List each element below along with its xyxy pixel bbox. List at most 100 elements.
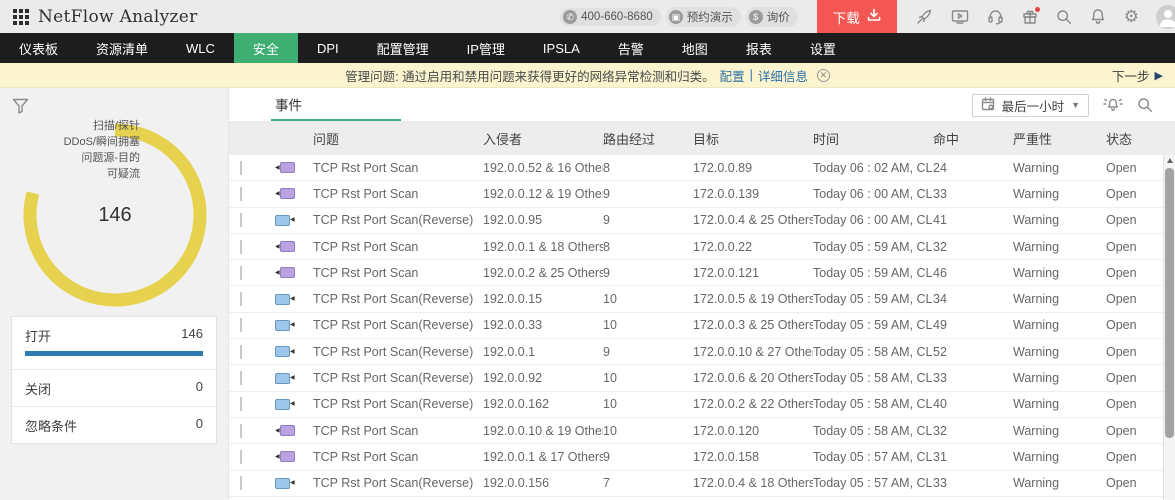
row-checkbox[interactable] bbox=[240, 371, 242, 386]
nav-item[interactable]: IPSLA bbox=[542, 40, 580, 56]
col-routed[interactable]: 路由经过 bbox=[603, 132, 656, 147]
intruder-cell[interactable]: 192.0.0.1 bbox=[483, 344, 536, 359]
problem-cell[interactable]: TCP Rst Port Scan(Reverse) bbox=[313, 371, 474, 386]
col-status[interactable]: 状态 bbox=[1106, 132, 1133, 147]
col-intruder[interactable]: 入侵者 bbox=[483, 132, 523, 147]
configure-link[interactable]: 配置 bbox=[719, 69, 745, 84]
problem-cell[interactable]: TCP Rst Port Scan(Reverse) bbox=[313, 344, 474, 359]
problem-cell[interactable]: TCP Rst Port Scan(Reverse) bbox=[313, 213, 474, 228]
nav-item[interactable]: DPI bbox=[316, 40, 339, 56]
target-cell[interactable]: 172.0.0.4 & 25 Others bbox=[693, 213, 813, 228]
tab-events[interactable]: 事件 bbox=[271, 88, 401, 121]
download-button[interactable]: 下载 bbox=[816, 0, 897, 33]
row-checkbox[interactable] bbox=[240, 186, 242, 201]
intruder-cell[interactable]: 192.0.0.10 & 19 Others bbox=[483, 423, 603, 438]
phone-contact[interactable]: ✆ 400-660-8680 bbox=[560, 7, 661, 26]
intruder-cell[interactable]: 192.0.0.1 & 18 Others bbox=[483, 239, 603, 254]
target-cell[interactable]: 172.0.0.4 & 18 Others bbox=[693, 476, 813, 491]
event-row[interactable]: ◀ TCP Rst Port Scan(Reverse) 192.0.0.156… bbox=[229, 470, 1175, 497]
event-row[interactable]: ◀ TCP Rst Port Scan(Reverse) 192.0.0.162… bbox=[229, 391, 1175, 418]
col-target[interactable]: 目标 bbox=[693, 132, 720, 147]
nav-item[interactable]: 报表 bbox=[745, 41, 772, 57]
whats-new-rocket-icon[interactable] bbox=[916, 8, 933, 25]
problem-cell[interactable]: TCP Rst Port Scan bbox=[313, 186, 419, 201]
problem-cell[interactable]: TCP Rst Port Scan bbox=[313, 449, 419, 464]
legend-item[interactable]: DDoS/瞬间拥塞 bbox=[63, 136, 140, 148]
scrollbar-thumb[interactable] bbox=[1165, 168, 1174, 438]
nav-item[interactable]: 告警 bbox=[617, 41, 644, 57]
filter-funnel-icon[interactable] bbox=[12, 98, 29, 119]
problem-cell[interactable]: TCP Rst Port Scan bbox=[313, 423, 419, 438]
next-step-button[interactable]: 下一步 ▶ bbox=[1112, 69, 1163, 84]
row-checkbox[interactable] bbox=[240, 213, 242, 228]
col-time[interactable]: 时间 bbox=[813, 132, 840, 147]
nav-item[interactable]: 设置 bbox=[809, 41, 836, 57]
intruder-cell[interactable]: 192.0.0.156 bbox=[483, 476, 550, 491]
nav-item[interactable]: 地图 bbox=[681, 41, 708, 57]
details-link[interactable]: 详细信息 bbox=[757, 69, 808, 84]
problem-cell[interactable]: TCP Rst Port Scan bbox=[313, 265, 419, 280]
row-checkbox[interactable] bbox=[240, 292, 242, 307]
event-row[interactable]: ◀ TCP Rst Port Scan(Reverse) 192.0.0.95 … bbox=[229, 207, 1175, 234]
vertical-scrollbar[interactable] bbox=[1163, 155, 1175, 500]
row-checkbox[interactable] bbox=[240, 423, 242, 438]
event-row[interactable]: ◀ TCP Rst Port Scan 192.0.0.12 & 19 Othe… bbox=[229, 181, 1175, 208]
support-headset-icon[interactable] bbox=[987, 9, 1004, 25]
intruder-cell[interactable]: 192.0.0.162 bbox=[483, 397, 550, 412]
settings-gear-icon[interactable]: ⚙ bbox=[1123, 7, 1139, 26]
row-checkbox[interactable] bbox=[240, 318, 242, 333]
event-row[interactable]: ◀ TCP Rst Port Scan 192.0.0.10 & 19 Othe… bbox=[229, 417, 1175, 445]
notice-close-icon[interactable]: ✕ bbox=[816, 68, 830, 82]
legend-item[interactable]: 可疑流 bbox=[107, 168, 140, 180]
time-range-dropdown[interactable]: 最后一小时 ▼ bbox=[971, 93, 1089, 117]
event-row[interactable]: ◀ TCP Rst Port Scan(Reverse) 192.0.0.33 … bbox=[229, 312, 1175, 340]
status-summary-row[interactable]: 打开 146 bbox=[12, 317, 216, 370]
status-summary-row[interactable]: 忽略条件 0 bbox=[12, 407, 216, 443]
problem-cell[interactable]: TCP Rst Port Scan(Reverse) bbox=[313, 292, 474, 307]
row-checkbox[interactable] bbox=[240, 476, 242, 491]
event-row[interactable]: ◀ TCP Rst Port Scan 192.0.0.1 & 17 Other… bbox=[229, 444, 1175, 471]
row-checkbox[interactable] bbox=[240, 344, 242, 359]
nav-item[interactable]: 配置管理 bbox=[376, 41, 429, 57]
event-row[interactable]: ◀ TCP Rst Port Scan 192.0.0.1 & 18 Other… bbox=[229, 233, 1175, 261]
problem-cell[interactable]: TCP Rst Port Scan(Reverse) bbox=[313, 318, 474, 333]
event-row[interactable]: ◀ TCP Rst Port Scan(Reverse) 192.0.0.92 … bbox=[229, 365, 1175, 392]
scroll-up-arrow[interactable] bbox=[1167, 158, 1173, 163]
event-row[interactable]: ◀ TCP Rst Port Scan 192.0.0.52 & 16 Othe… bbox=[229, 155, 1175, 182]
nav-item[interactable]: 安全 bbox=[233, 33, 298, 63]
col-hits[interactable]: 命中 bbox=[933, 132, 960, 147]
nav-item[interactable]: 资源清单 bbox=[96, 41, 149, 57]
problem-cell[interactable]: TCP Rst Port Scan(Reverse) bbox=[313, 476, 474, 491]
nav-item[interactable]: WLC bbox=[186, 40, 215, 56]
intruder-cell[interactable]: 192.0.0.33 bbox=[483, 318, 543, 333]
target-cell[interactable]: 172.0.0.121 bbox=[693, 265, 760, 280]
target-cell[interactable]: 172.0.0.10 & 27 Others bbox=[693, 344, 813, 359]
event-row[interactable]: ◀ TCP Rst Port Scan(Reverse) 192.0.0.15 … bbox=[229, 286, 1175, 313]
target-cell[interactable]: 172.0.0.5 & 19 Others bbox=[693, 292, 813, 307]
video-demo-icon[interactable] bbox=[951, 9, 969, 25]
intruder-cell[interactable]: 192.0.0.15 bbox=[483, 292, 543, 307]
intruder-cell[interactable]: 192.0.0.2 & 25 Others bbox=[483, 265, 603, 280]
alerts-bell-icon[interactable] bbox=[1090, 8, 1106, 25]
intruder-cell[interactable]: 192.0.0.95 bbox=[483, 213, 543, 228]
status-summary-row[interactable]: 关闭 0 bbox=[12, 370, 216, 407]
target-cell[interactable]: 172.0.0.139 bbox=[693, 186, 760, 201]
row-checkbox[interactable] bbox=[240, 239, 242, 254]
row-checkbox[interactable] bbox=[240, 160, 242, 175]
target-cell[interactable]: 172.0.0.158 bbox=[693, 449, 760, 464]
target-cell[interactable]: 172.0.0.22 bbox=[693, 239, 753, 254]
intruder-cell[interactable]: 192.0.0.92 bbox=[483, 371, 543, 386]
problem-cell[interactable]: TCP Rst Port Scan bbox=[313, 239, 419, 254]
alarm-bell-icon[interactable] bbox=[1103, 97, 1123, 114]
event-row[interactable]: ◀ TCP Rst Port Scan 192.0.0.2 & 25 Other… bbox=[229, 260, 1175, 287]
target-cell[interactable]: 172.0.0.120 bbox=[693, 423, 760, 438]
table-search-icon[interactable] bbox=[1137, 97, 1153, 113]
user-avatar[interactable] bbox=[1156, 4, 1175, 29]
legend-item[interactable]: 问题源-目的 bbox=[81, 152, 140, 164]
target-cell[interactable]: 172.0.0.3 & 25 Others bbox=[693, 318, 813, 333]
demo-booking-link[interactable]: ▣ 预约演示 bbox=[665, 6, 741, 27]
row-checkbox[interactable] bbox=[240, 449, 242, 464]
problem-cell[interactable]: TCP Rst Port Scan(Reverse) bbox=[313, 397, 474, 412]
price-inquiry-link[interactable]: $ 询价 bbox=[745, 6, 798, 27]
problem-cell[interactable]: TCP Rst Port Scan bbox=[313, 160, 419, 175]
